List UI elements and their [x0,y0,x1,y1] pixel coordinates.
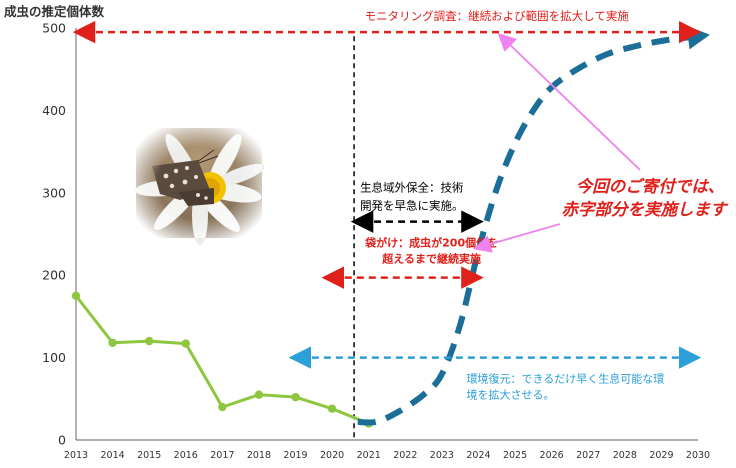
callout-pointer-lower [473,223,561,253]
x-tick-label: 2014 [100,450,124,461]
data-point [218,402,227,412]
bagging-label-line1: 袋がけ：成虫が200個体を [364,236,498,250]
y-axis-title: 成虫の推定個体数 [4,4,105,19]
data-point [291,392,300,402]
x-tick-label: 2022 [393,450,417,461]
data-point [327,404,337,413]
ex-situ-label-line2: 開発を早急に実施。 [360,199,464,213]
bagging-label-line2: 超えるまで継続実施 [381,252,481,266]
x-tick-label: 2018 [247,450,271,461]
callout-pointer-upper [497,33,641,171]
series-points-actual [71,291,373,428]
x-tick-label: 2027 [576,450,600,461]
callout-line1: 今回のご寄付では、 [576,177,725,196]
x-tick-label: 2029 [649,450,673,461]
y-tick-label: 0 [58,433,66,448]
x-tick-label: 2024 [466,450,490,461]
x-tick-label: 2026 [540,450,564,461]
x-tick-label: 2016 [174,450,198,461]
y-tick-labels: 0 100 200 300 400 500 [42,21,66,448]
x-tick-label: 2019 [283,450,307,461]
data-point [144,336,154,346]
x-tick-label: 2021 [357,450,381,461]
series-line-forecast [357,33,699,426]
data-point [254,390,264,399]
forecast-arrowhead [686,25,710,50]
x-tick-label: 2025 [503,450,527,461]
callout-line2: 赤字部分を実施します [562,200,730,219]
monitoring-label: モニタリング調査：継続および範囲を拡大して実施 [365,9,630,23]
x-tick-label: 2020 [320,450,344,461]
x-tick-labels: 2013 2014 2015 2016 2017 2018 2019 2020 2021 2022… [64,450,710,461]
butterfly-on-daisy-photo [135,128,265,245]
x-tick-label: 2023 [430,450,454,461]
y-tick-label: 500 [42,21,66,36]
data-point [108,338,117,347]
x-tick-label: 2015 [137,450,161,461]
habitat-label-line1: 環境復元：できるだけ早く生息可能な環 [466,372,664,386]
y-tick-label: 300 [42,185,66,200]
ex-situ-label-line1: 生息域外保全：技術 [360,181,464,195]
x-tick-label: 2013 [64,450,88,461]
y-tick-label: 200 [42,268,66,283]
habitat-label-line2: 境を拡大させる。 [466,388,554,402]
x-tick-label: 2017 [210,450,234,461]
data-point [181,339,190,348]
x-tick-label: 2028 [613,450,637,461]
x-tick-label: 2030 [686,450,710,461]
y-tick-label: 100 [42,350,66,365]
data-point [71,291,81,300]
axes [75,28,698,441]
y-tick-label: 400 [42,103,66,118]
